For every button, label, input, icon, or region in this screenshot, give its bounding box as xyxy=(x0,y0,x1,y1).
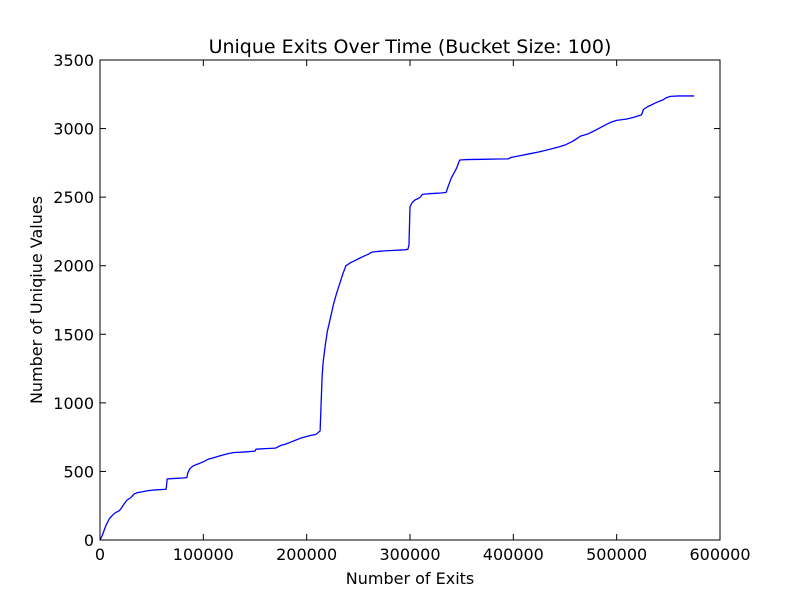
y-tick-label: 500 xyxy=(63,462,94,481)
x-tick-label: 600000 xyxy=(689,545,750,564)
x-tick-label: 300000 xyxy=(379,545,440,564)
y-tick-label: 1500 xyxy=(53,325,94,344)
y-tick-label: 3500 xyxy=(53,51,94,70)
x-tick-label: 400000 xyxy=(483,545,544,564)
y-tick-label: 1000 xyxy=(53,394,94,413)
y-tick-label: 2000 xyxy=(53,257,94,276)
y-tick-label: 2500 xyxy=(53,188,94,207)
x-tick-label: 500000 xyxy=(586,545,647,564)
data-line xyxy=(99,95,695,541)
x-tick-label: 200000 xyxy=(276,545,337,564)
y-tick-label: 0 xyxy=(84,531,94,550)
axis-ticks: 0 100000 200000 300000 400000 500000 600000 0 50… xyxy=(53,51,750,564)
x-tick-label: 100000 xyxy=(173,545,234,564)
chart-title: Unique Exits Over Time (Bucket Size: 100… xyxy=(209,36,612,58)
y-tick-label: 3000 xyxy=(53,120,94,139)
y-axis-label: Number of Uniqiue Values xyxy=(27,196,46,404)
x-axis-label: Number of Exits xyxy=(346,569,475,588)
x-tick-label: 0 xyxy=(95,545,105,564)
